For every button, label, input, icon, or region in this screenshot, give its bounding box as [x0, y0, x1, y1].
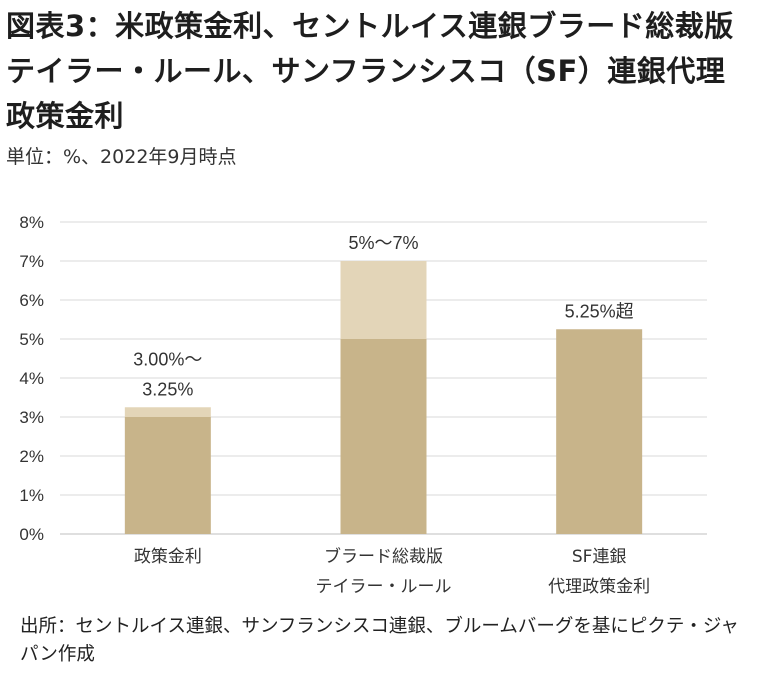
chart-title: 図表3：米政策金利、セントルイス連銀ブラード総裁版テイラー・ルール、サンフランシ…	[6, 9, 734, 133]
bar-segment	[124, 417, 211, 534]
y-tick-label: 5%	[19, 330, 44, 349]
y-tick-label: 2%	[19, 447, 44, 466]
y-tick-label: 1%	[19, 486, 44, 505]
x-tick-label: 代理政策金利	[548, 577, 650, 597]
source-note: 出所：セントルイス連銀、サンフランシスコ連銀、ブルームバーグを基にピクテ・ジャパ…	[20, 616, 739, 665]
data-label: 3.00%～	[133, 349, 202, 369]
y-tick-label: 7%	[19, 252, 44, 271]
bar-segment	[340, 339, 427, 534]
data-label: 5.25%超	[565, 301, 634, 321]
data-label: 5%～7%	[348, 233, 418, 253]
y-tick-label: 8%	[19, 213, 44, 232]
bar-segment	[340, 261, 427, 339]
x-tick-label: テイラー・ルール	[316, 577, 452, 597]
bar-chart: 0% 1% 2% 3% 4% 5% 6% 7% 8% 3.00%～ 3.25% 政策金利 5%～7% ブラ…	[19, 213, 707, 597]
y-tick-label: 6%	[19, 291, 44, 310]
chart-subtitle: 単位：%、2022年9月時点	[6, 146, 237, 168]
y-tick-label: 0%	[19, 525, 44, 544]
x-tick-label: SF連銀	[572, 547, 627, 567]
y-tick-label: 3%	[19, 408, 44, 427]
x-tick-label: ブラード総裁版	[324, 546, 443, 567]
bar-segment	[556, 329, 643, 534]
data-label: 3.25%	[142, 379, 193, 399]
bar-segment	[124, 407, 211, 417]
x-tick-label: 政策金利	[134, 547, 202, 567]
y-tick-label: 4%	[19, 369, 44, 388]
